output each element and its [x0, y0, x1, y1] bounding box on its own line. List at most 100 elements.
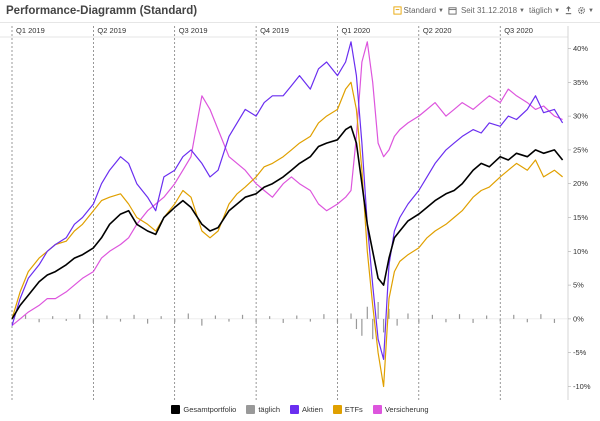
- daily-bar: [445, 318, 447, 323]
- interval-dropdown[interactable]: täglich ▼: [529, 6, 560, 15]
- daily-bar: [526, 318, 528, 323]
- daily-bar: [65, 318, 67, 321]
- quarter-label: Q2 2019: [97, 26, 126, 35]
- quarter-label: Q2 2020: [423, 26, 452, 35]
- daily-bar: [372, 318, 374, 340]
- daily-bar: [282, 318, 284, 323]
- daily-bar: [377, 301, 379, 319]
- daily-bar: [214, 315, 217, 319]
- interval-label: täglich: [528, 6, 553, 15]
- daily-bar: [458, 314, 461, 319]
- bookmark-icon: [392, 6, 402, 15]
- daily-bar: [382, 318, 385, 333]
- daily-bar: [241, 314, 244, 319]
- legend-label: ETFs: [344, 405, 363, 414]
- daily-bar: [361, 318, 363, 336]
- legend-swatch: [332, 405, 342, 414]
- preset-label: Standard: [403, 6, 437, 15]
- daily-bar: [296, 315, 298, 319]
- legend-swatch: [372, 405, 382, 414]
- export-button[interactable]: [564, 6, 573, 15]
- gear-icon: [578, 6, 586, 15]
- y-tick-label: -5%: [573, 348, 587, 357]
- y-tick-label: 25%: [573, 145, 588, 154]
- daily-bar: [187, 313, 189, 319]
- daily-bar: [309, 318, 311, 322]
- daily-bar: [418, 318, 420, 324]
- period-dropdown[interactable]: Seit 31.12.2018 ▼: [461, 6, 525, 15]
- chevron-down-icon: ▼: [438, 7, 444, 14]
- header-divider: [0, 22, 600, 23]
- quarter-label: Q3 2019: [179, 26, 208, 35]
- daily-bar: [52, 316, 54, 319]
- chevron-down-icon: ▼: [519, 7, 525, 14]
- legend-swatch: [171, 405, 181, 414]
- daily-bar: [269, 316, 271, 319]
- quarter-label: Q1 2020: [341, 26, 370, 35]
- y-tick-label: 5%: [573, 281, 584, 290]
- y-tick-label: 10%: [573, 247, 588, 256]
- daily-bar: [431, 314, 433, 319]
- preset-dropdown[interactable]: Standard ▼: [392, 6, 444, 15]
- y-tick-label: -10%: [573, 382, 591, 391]
- series-line-versicherung: [11, 41, 563, 327]
- daily-bar: [24, 314, 27, 319]
- daily-bar: [336, 318, 339, 323]
- daily-bar: [147, 318, 149, 324]
- panel-title: Performance-Diagramm (Standard): [6, 5, 198, 17]
- legend-item[interactable]: täglich: [246, 405, 280, 414]
- y-tick-label: 0%: [573, 314, 584, 323]
- daily-bar: [119, 318, 122, 322]
- chart-controls: Standard ▼ Seit 31.12.2018 ▼ täglich ▼: [392, 6, 594, 15]
- daily-bar: [553, 318, 556, 323]
- chevron-down-icon: ▼: [554, 7, 561, 14]
- series-line-etfs: [11, 81, 563, 388]
- chevron-down-icon: ▼: [588, 7, 594, 14]
- daily-bar: [92, 318, 94, 323]
- quarter-label: Q3 2020: [504, 26, 533, 35]
- legend-item[interactable]: Versicherung: [372, 405, 429, 414]
- daily-bar: [513, 314, 515, 319]
- calendar-button[interactable]: [448, 6, 457, 15]
- daily-bar: [174, 318, 176, 323]
- legend-swatch: [290, 405, 300, 414]
- daily-bar: [396, 318, 398, 326]
- daily-bar: [201, 318, 203, 326]
- legend-label: Gesamtportfolio: [183, 405, 237, 414]
- period-label: Seit 31.12.2018: [460, 6, 518, 15]
- daily-bar: [160, 316, 162, 319]
- chart-legend: Gesamtportfolio täglich Aktien ETFs Versiche…: [0, 405, 600, 414]
- legend-item[interactable]: Gesamtportfolio: [171, 405, 236, 414]
- daily-bar: [486, 315, 488, 319]
- daily-bar: [366, 306, 368, 319]
- daily-bar: [540, 314, 542, 319]
- daily-bar: [79, 314, 81, 319]
- calendar-icon: [448, 7, 457, 15]
- daily-bar: [388, 308, 390, 319]
- daily-bar: [407, 313, 409, 319]
- legend-label: täglich: [258, 405, 281, 414]
- daily-bar: [323, 314, 325, 319]
- y-tick-label: 20%: [573, 179, 588, 188]
- daily-bar: [38, 318, 40, 323]
- settings-button[interactable]: ▼: [577, 6, 594, 15]
- legend-label: Aktien: [302, 405, 323, 414]
- quarter-label: Q4 2019: [260, 26, 289, 35]
- daily-bar: [255, 318, 257, 323]
- daily-bar: [355, 318, 358, 330]
- y-tick-label: 35%: [573, 78, 588, 87]
- daily-bar: [472, 318, 474, 323]
- series-line-aktien: [11, 41, 564, 360]
- y-tick-label: 40%: [573, 44, 588, 53]
- daily-bar: [228, 318, 230, 322]
- daily-bar: [106, 315, 108, 319]
- series-line-gesamtportfolio: [11, 125, 564, 320]
- legend-swatch: [246, 405, 256, 414]
- y-tick-label: 30%: [573, 112, 588, 121]
- legend-item[interactable]: ETFs: [332, 405, 363, 414]
- daily-bar: [499, 318, 501, 322]
- export-icon: [565, 6, 572, 15]
- legend-item[interactable]: Aktien: [290, 405, 323, 414]
